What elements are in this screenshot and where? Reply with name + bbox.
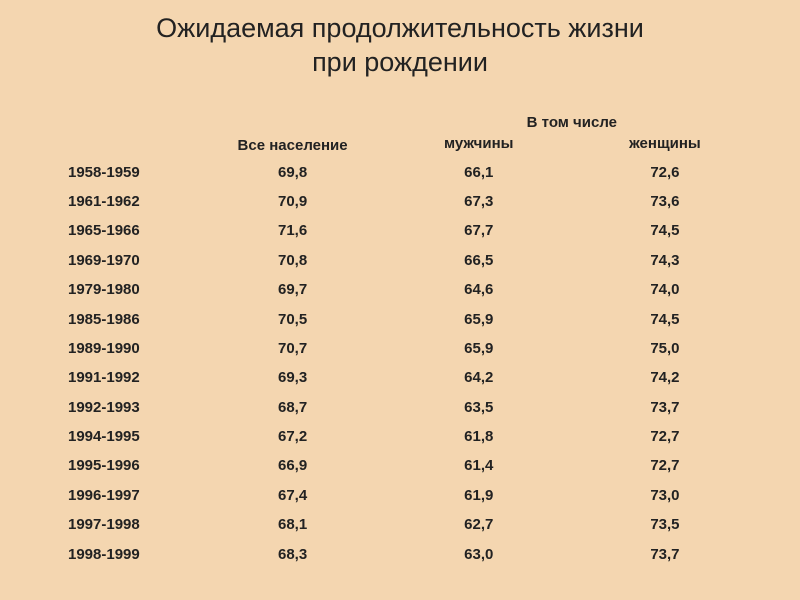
- table-row: 1979-198069,764,674,0: [42, 275, 758, 304]
- cell-year: 1994-1995: [42, 422, 200, 451]
- cell-women: 73,0: [572, 481, 758, 510]
- cell-total: 70,8: [200, 246, 386, 275]
- header-men: мужчины: [386, 135, 572, 158]
- cell-men: 65,9: [386, 334, 572, 363]
- table-header-row-1: Все население В том числе: [42, 96, 758, 135]
- cell-men: 67,3: [386, 187, 572, 216]
- table-header-row-2: мужчины женщины: [42, 135, 758, 158]
- cell-men: 62,7: [386, 510, 572, 539]
- life-expectancy-table: Все население В том числе мужчины женщин…: [42, 96, 758, 569]
- title-line-1: Ожидаемая продолжительность жизни: [156, 13, 644, 43]
- cell-women: 73,7: [572, 393, 758, 422]
- cell-year: 1989-1990: [42, 334, 200, 363]
- cell-year: 1969-1970: [42, 246, 200, 275]
- cell-year: 1997-1998: [42, 510, 200, 539]
- cell-year: 1979-1980: [42, 275, 200, 304]
- cell-women: 72,7: [572, 422, 758, 451]
- table-body: 1958-195969,866,172,61961-196270,967,373…: [42, 158, 758, 569]
- cell-women: 74,0: [572, 275, 758, 304]
- cell-year: 1996-1997: [42, 481, 200, 510]
- header-group: В том числе: [386, 96, 758, 135]
- cell-year: 1985-1986: [42, 304, 200, 333]
- table-row: 1998-199968,363,073,7: [42, 539, 758, 568]
- cell-men: 66,1: [386, 158, 572, 187]
- header-blank: [42, 96, 200, 135]
- cell-total: 71,6: [200, 216, 386, 245]
- table-row: 1969-197070,866,574,3: [42, 246, 758, 275]
- cell-total: 68,7: [200, 393, 386, 422]
- cell-men: 61,9: [386, 481, 572, 510]
- cell-year: 1961-1962: [42, 187, 200, 216]
- cell-year: 1995-1996: [42, 451, 200, 480]
- cell-women: 72,6: [572, 158, 758, 187]
- cell-men: 61,8: [386, 422, 572, 451]
- cell-women: 74,5: [572, 216, 758, 245]
- table-row: 1985-198670,565,974,5: [42, 304, 758, 333]
- cell-total: 69,3: [200, 363, 386, 392]
- table-row: 1997-199868,162,773,5: [42, 510, 758, 539]
- cell-year: 1992-1993: [42, 393, 200, 422]
- table-row: 1996-199767,461,973,0: [42, 481, 758, 510]
- cell-men: 64,6: [386, 275, 572, 304]
- table-row: 1991-199269,364,274,2: [42, 363, 758, 392]
- table-row: 1995-199666,961,472,7: [42, 451, 758, 480]
- table-row: 1958-195969,866,172,6: [42, 158, 758, 187]
- page-title: Ожидаемая продолжительность жизни при ро…: [0, 0, 800, 86]
- cell-men: 64,2: [386, 363, 572, 392]
- cell-women: 74,5: [572, 304, 758, 333]
- cell-total: 70,7: [200, 334, 386, 363]
- cell-men: 61,4: [386, 451, 572, 480]
- cell-total: 70,9: [200, 187, 386, 216]
- cell-total: 66,9: [200, 451, 386, 480]
- cell-men: 65,9: [386, 304, 572, 333]
- cell-men: 66,5: [386, 246, 572, 275]
- cell-men: 63,5: [386, 393, 572, 422]
- cell-women: 74,3: [572, 246, 758, 275]
- cell-total: 69,8: [200, 158, 386, 187]
- table-container: Все население В том числе мужчины женщин…: [0, 86, 800, 569]
- cell-women: 73,5: [572, 510, 758, 539]
- table-row: 1992-199368,763,573,7: [42, 393, 758, 422]
- cell-men: 63,0: [386, 539, 572, 568]
- cell-women: 73,7: [572, 539, 758, 568]
- header-total: Все население: [200, 96, 386, 158]
- table-row: 1965-196671,667,774,5: [42, 216, 758, 245]
- cell-women: 74,2: [572, 363, 758, 392]
- table-row: 1989-199070,765,975,0: [42, 334, 758, 363]
- cell-year: 1965-1966: [42, 216, 200, 245]
- cell-women: 72,7: [572, 451, 758, 480]
- title-line-2: при рождении: [312, 47, 488, 77]
- cell-total: 68,3: [200, 539, 386, 568]
- table-row: 1961-196270,967,373,6: [42, 187, 758, 216]
- cell-year: 1991-1992: [42, 363, 200, 392]
- table-row: 1994-199567,261,872,7: [42, 422, 758, 451]
- cell-total: 67,4: [200, 481, 386, 510]
- cell-total: 70,5: [200, 304, 386, 333]
- header-blank-2: [42, 135, 200, 158]
- cell-men: 67,7: [386, 216, 572, 245]
- cell-year: 1998-1999: [42, 539, 200, 568]
- cell-total: 67,2: [200, 422, 386, 451]
- cell-women: 75,0: [572, 334, 758, 363]
- cell-year: 1958-1959: [42, 158, 200, 187]
- cell-total: 68,1: [200, 510, 386, 539]
- cell-total: 69,7: [200, 275, 386, 304]
- header-women: женщины: [572, 135, 758, 158]
- cell-women: 73,6: [572, 187, 758, 216]
